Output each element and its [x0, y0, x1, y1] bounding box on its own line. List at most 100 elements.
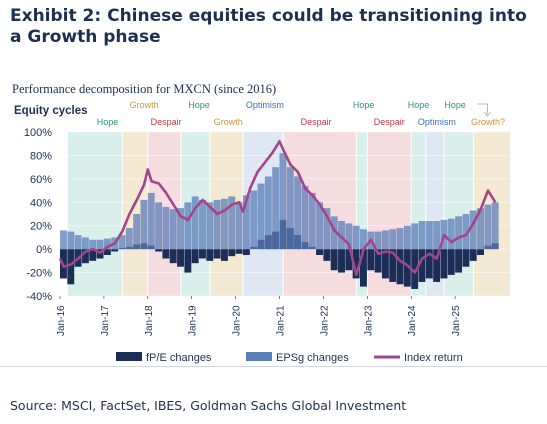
phase-label-bottom-1: Despair: [151, 117, 182, 127]
epsg-bar-23: [228, 196, 236, 250]
epsg-bar-28: [264, 176, 272, 250]
index-return-line: [58, 140, 497, 277]
epsg-bar-44: [381, 230, 389, 250]
performance-chart: Performance decomposition for MXCN (sinc…: [12, 82, 510, 364]
fpe-bar-52: [440, 249, 448, 279]
fpe-bar-47: [403, 249, 411, 287]
index-return-series: [58, 140, 497, 277]
x-tick-label: Jan-25: [451, 305, 462, 336]
fpe-bar-54: [455, 249, 463, 273]
fpe-bar-37: [330, 249, 338, 271]
phase-label-top-2: Optimism: [246, 100, 284, 110]
epsg-bar-20: [206, 202, 214, 250]
legend: fP/E changes EPSg changes Index return: [116, 352, 463, 364]
y-tick-label: 20%: [30, 221, 52, 233]
fpe-bar-42: [367, 249, 375, 271]
x-tick-label: Jan-21: [276, 305, 287, 336]
divider: [0, 366, 547, 367]
y-axis: 100% 80% 60% 40% 20% 0% -20% -40%: [24, 127, 52, 303]
epsg-bar-22: [220, 198, 228, 250]
x-tick-label: Jan-18: [144, 305, 155, 336]
legend-swatch-1: [246, 352, 272, 361]
legend-label-2: Index return: [404, 352, 463, 364]
epsg-bar-24: [235, 202, 243, 250]
epsg-bar-32: [294, 176, 302, 250]
epsg-bar-13: [155, 202, 163, 250]
fpe-bar-15: [169, 249, 177, 264]
epsg-bar-9: [125, 228, 133, 250]
epsg-bar-18: [191, 196, 199, 250]
fpe-bar-40: [352, 249, 360, 279]
y-tick-label: -20%: [26, 268, 52, 280]
fpe-bar-3: [81, 249, 89, 264]
fpe-bar-45: [389, 249, 397, 282]
fpe-bar-24: [235, 249, 243, 254]
epsg-bar-38: [338, 221, 345, 250]
fpe-bar-57: [477, 249, 484, 255]
phase-band-0: [67, 132, 123, 296]
epsg-bar-40: [352, 225, 360, 250]
phase-label-top-1: Hope: [188, 100, 210, 110]
fpe-bar-1: [67, 249, 75, 285]
fpe-bar-13: [155, 249, 163, 252]
x-axis: Jan-16 Jan-17 Jan-18 Jan-19 Jan-20 Jan-21 Jan-…: [56, 296, 462, 336]
epsg-bar-47: [403, 225, 411, 250]
x-tick-label: Jan-17: [100, 305, 111, 336]
legend-swatch-0: [116, 352, 142, 361]
phase-label-bottom-5: Optimism: [418, 117, 456, 127]
fpe-bar-21: [213, 249, 221, 259]
fpe-bar-4: [89, 249, 97, 261]
epsg-bars: [60, 153, 499, 250]
source-note: Source: MSCI, FactSet, IBES, Goldman Sac…: [10, 398, 407, 413]
epsg-bar-33: [301, 185, 309, 250]
epsg-bar-3: [81, 237, 89, 250]
x-tick-label: Jan-22: [319, 305, 330, 336]
phase-label-top-0: Growth: [130, 100, 159, 110]
fpe-bar-23: [228, 249, 236, 257]
fpe-bar-19: [199, 249, 206, 259]
epsg-bar-51: [433, 221, 441, 250]
exhibit-title: Exhibit 2: Chinese equities could be tra…: [10, 6, 527, 47]
epsg-bar-39: [345, 223, 353, 250]
epsg-bar-30: [279, 153, 287, 250]
fpe-bar-14: [162, 249, 170, 259]
epsg-bar-48: [411, 223, 419, 250]
fpe-bar-48: [411, 249, 419, 289]
epsg-bar-49: [418, 221, 426, 250]
epsg-bar-8: [118, 235, 126, 250]
legend-label-1: EPSg changes: [276, 352, 349, 364]
epsg-bar-19: [199, 199, 206, 250]
growth-arrow-head: [484, 111, 491, 117]
epsg-bar-5: [96, 239, 104, 250]
y-tick-label: 80%: [30, 150, 52, 162]
epsg-bar-16: [177, 208, 184, 250]
epsg-bar-12: [147, 192, 155, 250]
epsg-bar-53: [447, 218, 455, 250]
epsg-bar-27: [257, 183, 265, 250]
epsg-bar-31: [286, 167, 294, 250]
fpe-bar-55: [462, 249, 470, 267]
fpe-bar-50: [425, 249, 433, 279]
x-tick-label: Jan-16: [56, 305, 67, 336]
fpe-bar-41: [360, 249, 367, 287]
epsg-bar-54: [455, 216, 463, 250]
equity-cycles-label: Equity cycles: [14, 105, 88, 117]
chart-title: Performance decomposition for MXCN (sinc…: [12, 82, 276, 96]
fpe-bar-38: [338, 249, 345, 273]
phase-label-bottom-3: Despair: [301, 117, 332, 127]
x-tick-label: Jan-23: [363, 305, 374, 336]
phase-label-top-4: Hope: [408, 100, 430, 110]
fpe-bar-36: [323, 249, 331, 261]
fpe-bar-56: [469, 249, 477, 261]
epsg-bar-29: [272, 167, 280, 250]
epsg-bar-46: [396, 228, 404, 250]
epsg-bar-36: [323, 208, 331, 250]
epsg-bar-35: [316, 202, 324, 250]
epsg-bar-15: [169, 209, 177, 250]
fpe-bar-53: [447, 249, 455, 275]
fpe-bar-20: [206, 249, 214, 261]
epsg-bar-50: [425, 221, 433, 250]
fpe-bar-6: [103, 249, 111, 255]
epsg-bar-37: [330, 216, 338, 250]
